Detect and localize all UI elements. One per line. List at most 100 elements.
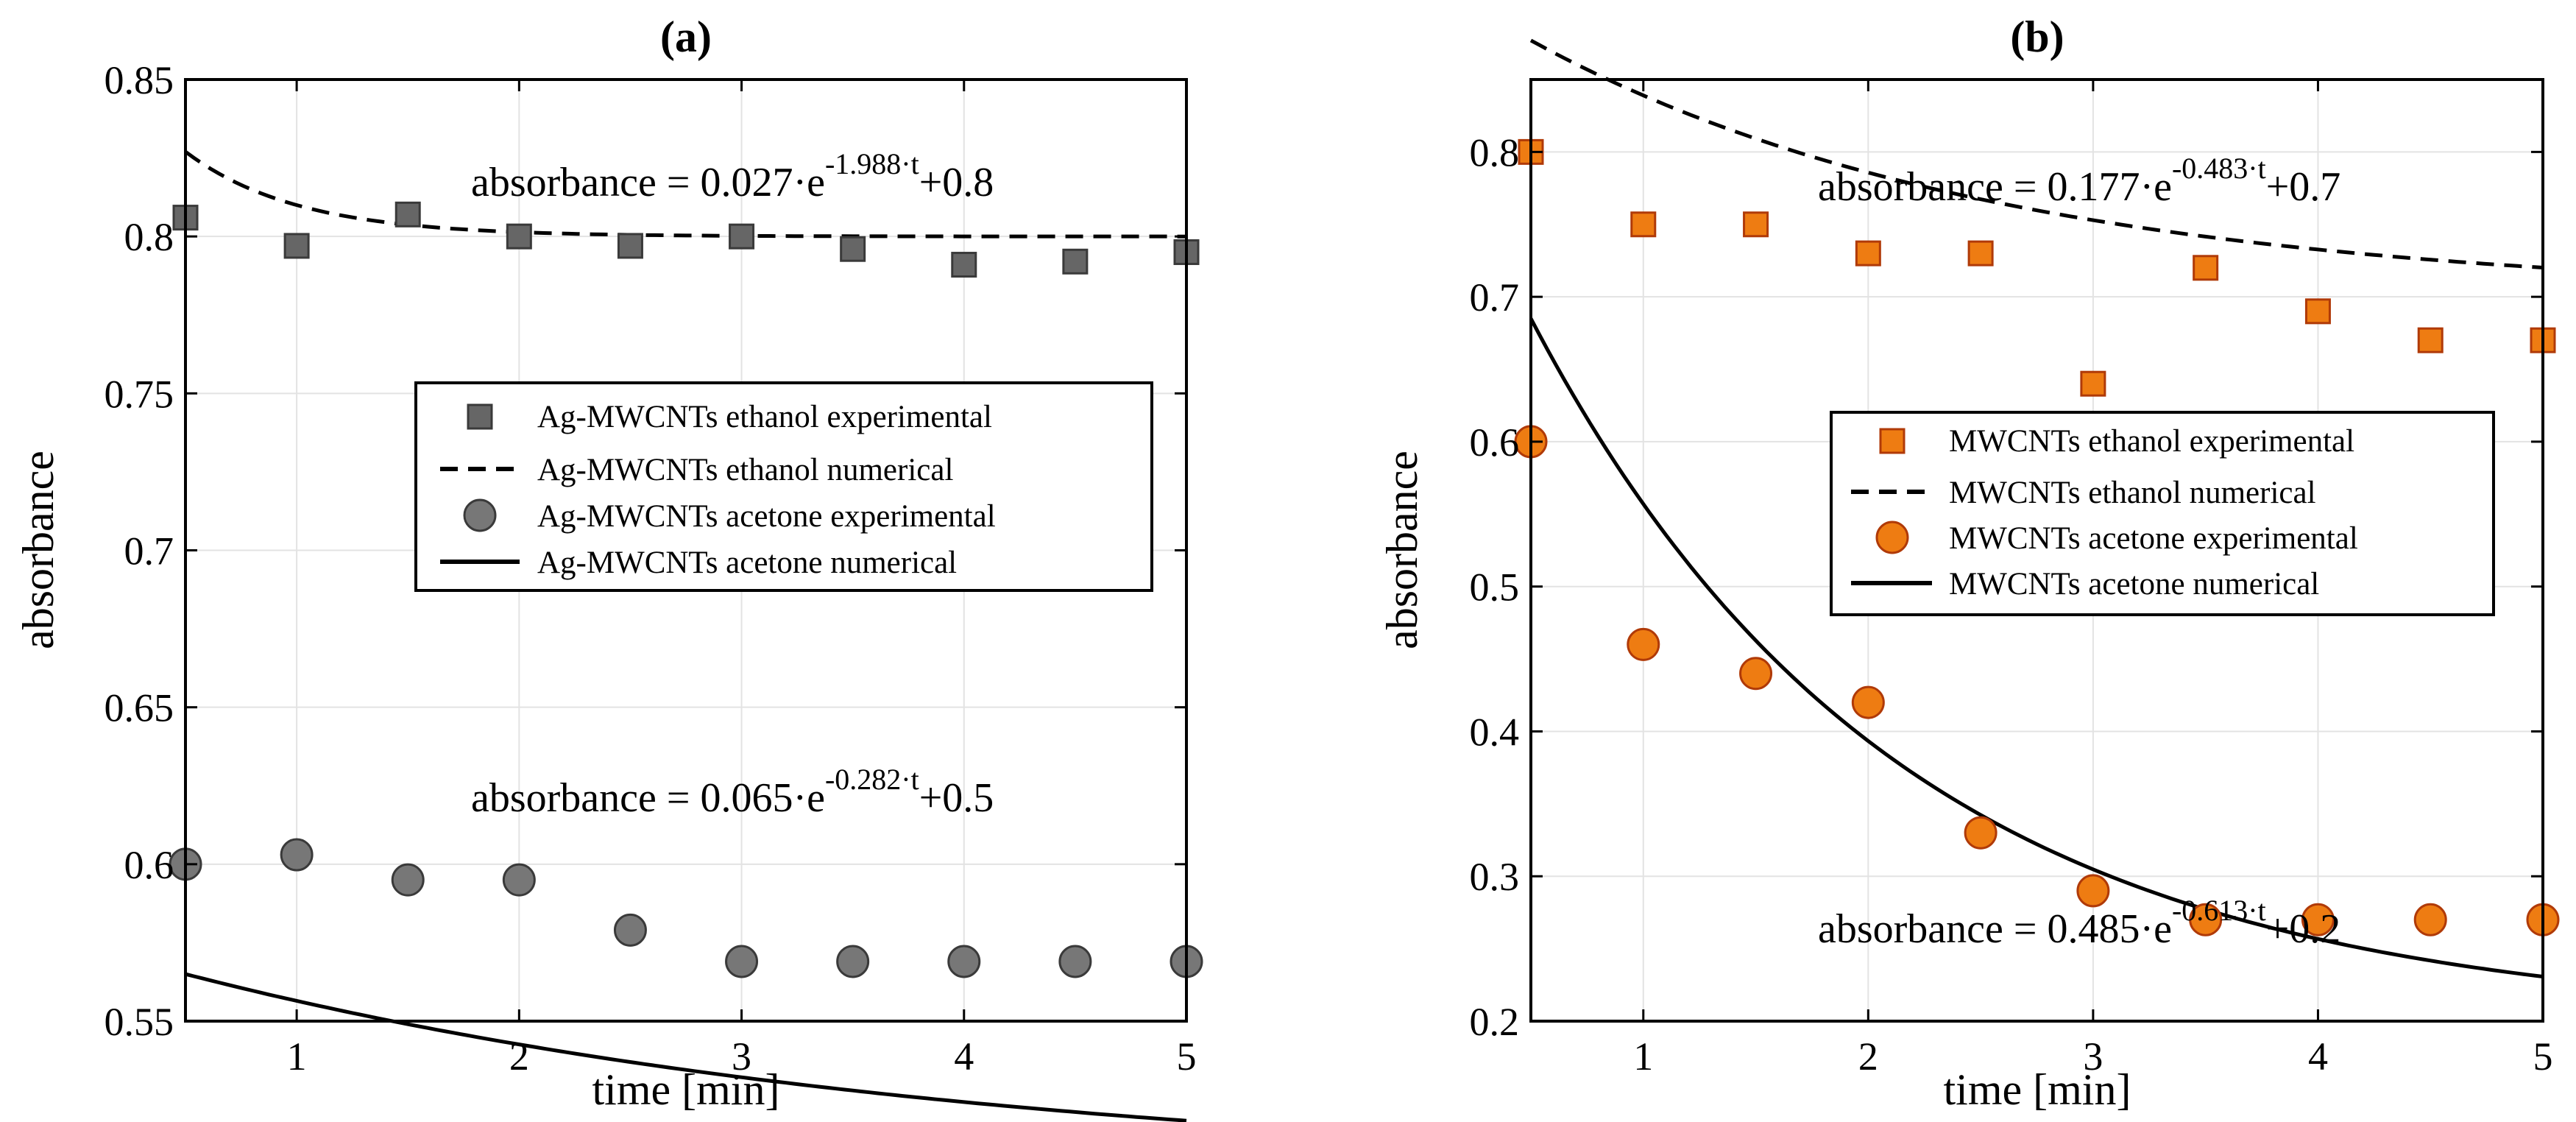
data-point-square [283, 233, 310, 259]
y-tick-label: 0.5 [1470, 565, 1520, 610]
data-point-square [1743, 211, 1769, 238]
data-point-square [2417, 327, 2444, 353]
data-point-circle [947, 945, 981, 978]
panel-a-legend: Ag-MWCNTs ethanol experimental Ag-MWCNTs… [414, 381, 1153, 592]
panel-b-title: (b) [2010, 13, 2064, 61]
x-tick-label: 2 [1858, 1034, 1878, 1079]
x-tick-label: 1 [287, 1034, 307, 1079]
x-tick-label: 4 [2308, 1034, 2328, 1079]
y-tick-label: 0.3 [1470, 855, 1520, 899]
panel-b-curves [1529, 38, 2544, 978]
x-tick-label: 5 [2533, 1034, 2553, 1079]
legend-marker-circle [1875, 521, 1909, 554]
panel-b-annotation-ethanol: absorbance = 0.177·e-0.483·t+0.7 [1818, 152, 2340, 210]
legend-label: Ag-MWCNTs acetone numerical [537, 546, 957, 580]
y-tick-label: 0.75 [105, 372, 174, 416]
data-point-circle [2301, 903, 2335, 936]
solid-fit-curve [185, 972, 1187, 1122]
data-point-square [394, 201, 421, 227]
legend-marker-square [467, 403, 493, 430]
dashed-fit-curve [184, 150, 1186, 239]
panel-b-ylabel: absorbance [1378, 451, 1426, 649]
data-point-square [729, 223, 755, 250]
panel-a-xlabel: time [min] [592, 1065, 780, 1114]
eq-prefix: absorbance = 0.065·e [471, 775, 825, 821]
panel-a-annotation-ethanol: absorbance = 0.027·e-1.988·t+0.8 [471, 147, 994, 205]
x-tick-label: 4 [954, 1034, 974, 1079]
y-tick-label: 0.6 [124, 843, 174, 887]
panel-a-ylabel: absorbance [14, 451, 63, 649]
data-point-square [1630, 211, 1657, 238]
data-point-circle [2413, 903, 2447, 936]
x-tick-label: 3 [732, 1034, 751, 1079]
eq-exponent: -0.613·t [2172, 894, 2266, 927]
y-tick-label: 0.7 [124, 529, 174, 574]
panel-b-ticks: 1 2 3 4 5 0.2 0.3 0.4 0.5 0.6 0.7 0.8 [1470, 80, 2553, 1079]
data-point-circle [1627, 627, 1660, 661]
y-tick-label: 0.8 [1470, 130, 1520, 174]
data-point-square [617, 233, 643, 259]
legend-label: Ag-MWCNTs ethanol experimental [537, 400, 992, 434]
data-point-square [2304, 298, 2331, 325]
data-point-circle [391, 863, 425, 897]
eq-exponent: -0.483·t [2172, 152, 2266, 185]
data-point-circle [2189, 903, 2223, 936]
panel-b-xlabel: time [min] [1944, 1065, 2131, 1114]
y-tick-label: 0.55 [105, 1000, 174, 1044]
data-point-circle [502, 863, 536, 897]
data-point-circle [1964, 816, 1998, 850]
panel-b-markers [1514, 138, 2560, 936]
data-point-square [1855, 240, 1881, 267]
data-point-square [506, 223, 532, 250]
data-point-circle [1851, 685, 1885, 719]
data-point-square [2193, 255, 2219, 281]
panel-a-ticks: 1 2 3 4 5 0.55 0.6 0.65 0.7 0.75 0.8 0.85 [105, 58, 1197, 1079]
data-point-circle [280, 838, 314, 872]
data-point-circle [1058, 945, 1092, 978]
legend-box [414, 381, 1153, 592]
legend-box [1830, 411, 2495, 616]
eq-suffix: +0.2 [2266, 906, 2341, 952]
panel-b-axes-box [1529, 78, 2544, 1023]
y-tick-label: 0.8 [124, 215, 174, 259]
y-tick-label: 0.65 [105, 686, 174, 730]
dashed-fit-curve [1529, 38, 2544, 269]
panel-a-annotation-acetone: absorbance = 0.065·e-0.282·t+0.5 [471, 763, 994, 821]
legend-label: MWCNTs acetone numerical [1949, 567, 2319, 601]
legend-label: Ag-MWCNTs ethanol numerical [537, 453, 953, 487]
panel-a: (a) 1 2 3 4 5 0.55 0.6 0.65 0.7 0.75 0.8 0.85 time … [14, 13, 1203, 1122]
y-tick-label: 0.4 [1470, 710, 1520, 754]
data-point-square [951, 252, 977, 278]
legend-marker-square [1879, 428, 1906, 454]
data-point-circle [613, 913, 647, 947]
x-tick-label: 3 [2083, 1034, 2103, 1079]
legend-label: MWCNTs ethanol experimental [1949, 424, 2354, 459]
eq-prefix: absorbance = 0.177·e [1818, 164, 2172, 210]
legend-marker-circle [463, 498, 497, 532]
data-point-square [1967, 240, 1994, 267]
legend-label: Ag-MWCNTs acetone experimental [537, 499, 996, 534]
legend-label: MWCNTs acetone experimental [1949, 521, 2358, 556]
solid-fit-curve [1529, 317, 2544, 978]
x-tick-label: 1 [1633, 1034, 1653, 1079]
panel-b-annotation-acetone: absorbance = 0.485·e-0.613·t+0.2 [1818, 894, 2340, 952]
y-tick-label: 0.7 [1470, 275, 1520, 320]
data-point-square [1062, 248, 1089, 275]
eq-suffix: +0.8 [919, 160, 994, 205]
eq-exponent: -1.988·t [825, 147, 919, 180]
eq-exponent: -0.282·t [825, 763, 919, 796]
data-point-square [2080, 370, 2106, 397]
panel-b-legend: MWCNTs ethanol experimental MWCNTs ethan… [1830, 411, 2495, 616]
x-tick-label: 2 [509, 1034, 529, 1079]
y-tick-label: 0.85 [105, 58, 174, 102]
x-tick-label: 5 [1177, 1034, 1197, 1079]
data-point-circle [725, 945, 759, 978]
y-tick-label: 0.2 [1470, 1000, 1520, 1044]
panel-a-title: (a) [660, 13, 712, 61]
panel-b: (b) 1 2 3 4 5 0.2 0.3 0.4 0.5 0.6 0.7 0.8 time [min… [1378, 13, 2560, 1114]
data-point-square [840, 236, 866, 262]
eq-suffix: +0.7 [2266, 164, 2341, 210]
legend-label: MWCNTs ethanol numerical [1949, 476, 2316, 510]
data-point-circle [2076, 874, 2110, 908]
